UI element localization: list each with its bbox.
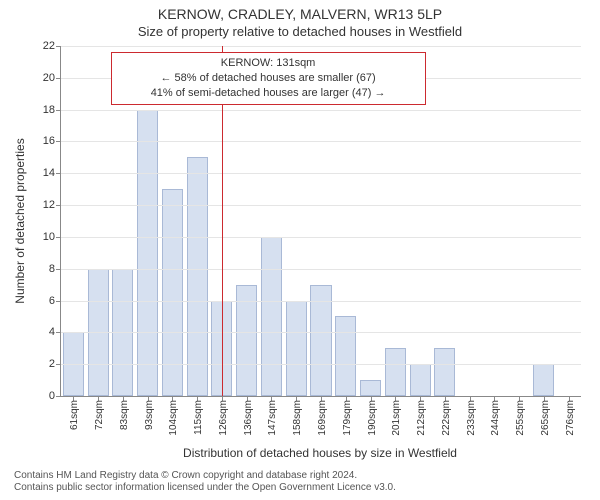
- bar: [261, 237, 282, 396]
- ytick-label: 20: [31, 72, 55, 84]
- chart-title-line2: Size of property relative to detached ho…: [0, 24, 600, 39]
- annotation-box: KERNOW: 131sqm← 58% of detached houses a…: [111, 52, 426, 105]
- xtick-label: 126sqm: [218, 400, 229, 436]
- gridline-h: [61, 269, 581, 270]
- ytick-label: 4: [31, 326, 55, 338]
- xtick-label: 158sqm: [292, 400, 303, 436]
- x-axis-label: Distribution of detached houses by size …: [60, 446, 580, 460]
- xtick-label: 83sqm: [119, 400, 130, 430]
- xtick-label: 233sqm: [466, 400, 477, 436]
- bar: [360, 380, 381, 396]
- ytick-mark: [56, 364, 61, 365]
- gridline-h: [61, 205, 581, 206]
- ytick-mark: [56, 269, 61, 270]
- xtick-label: 93sqm: [144, 400, 155, 430]
- gridline-h: [61, 46, 581, 47]
- xtick-label: 147sqm: [267, 400, 278, 436]
- bar: [187, 157, 208, 396]
- bar: [335, 316, 356, 396]
- xtick-label: 72sqm: [94, 400, 105, 430]
- ytick-label: 12: [31, 199, 55, 211]
- gridline-h: [61, 110, 581, 111]
- gridline-h: [61, 173, 581, 174]
- y-axis-label-wrap: Number of detached properties: [10, 46, 24, 396]
- ytick-mark: [56, 205, 61, 206]
- y-axis-label: Number of detached properties: [13, 51, 27, 391]
- chart-title-line1: KERNOW, CRADLEY, MALVERN, WR13 5LP: [0, 6, 600, 22]
- annotation-line3: 41% of semi-detached houses are larger (…: [120, 86, 417, 101]
- ytick-label: 18: [31, 104, 55, 116]
- chart-root: KERNOW, CRADLEY, MALVERN, WR13 5LP Size …: [0, 0, 600, 500]
- ytick-label: 2: [31, 358, 55, 370]
- credit-line: Contains public sector information licen…: [14, 482, 574, 494]
- xtick-label: 276sqm: [565, 400, 576, 436]
- bar: [385, 348, 406, 396]
- gridline-h: [61, 237, 581, 238]
- gridline-h: [61, 364, 581, 365]
- ytick-label: 8: [31, 263, 55, 275]
- ytick-mark: [56, 110, 61, 111]
- xtick-label: 104sqm: [168, 400, 179, 436]
- xtick-label: 115sqm: [193, 400, 204, 435]
- gridline-h: [61, 141, 581, 142]
- annotation-line2: ← 58% of detached houses are smaller (67…: [120, 71, 417, 86]
- xtick-label: 190sqm: [367, 400, 378, 436]
- xtick-label: 169sqm: [317, 400, 328, 436]
- ytick-mark: [56, 237, 61, 238]
- xtick-label: 222sqm: [441, 400, 452, 436]
- gridline-h: [61, 332, 581, 333]
- plot-area: 024681012141618202261sqm72sqm83sqm93sqm1…: [60, 46, 581, 397]
- xtick-label: 212sqm: [416, 400, 427, 436]
- ytick-label: 14: [31, 167, 55, 179]
- bar: [533, 364, 554, 396]
- xtick-label: 265sqm: [540, 400, 551, 436]
- bar: [410, 364, 431, 396]
- data-credit: Contains HM Land Registry data © Crown c…: [14, 470, 574, 494]
- xtick-label: 61sqm: [69, 400, 80, 430]
- ytick-label: 6: [31, 295, 55, 307]
- ytick-label: 16: [31, 135, 55, 147]
- bar: [434, 348, 455, 396]
- ytick-label: 0: [31, 390, 55, 402]
- ytick-mark: [56, 173, 61, 174]
- credit-line: Contains HM Land Registry data © Crown c…: [14, 470, 574, 482]
- ytick-mark: [56, 301, 61, 302]
- ytick-mark: [56, 332, 61, 333]
- ytick-mark: [56, 78, 61, 79]
- ytick-label: 10: [31, 231, 55, 243]
- bar: [137, 110, 158, 396]
- annotation-line1: KERNOW: 131sqm: [120, 56, 417, 71]
- ytick-mark: [56, 141, 61, 142]
- ytick-mark: [56, 396, 61, 397]
- xtick-label: 136sqm: [243, 400, 254, 436]
- xtick-label: 201sqm: [391, 400, 402, 436]
- bar: [286, 301, 307, 396]
- ytick-label: 22: [31, 40, 55, 52]
- xtick-label: 255sqm: [515, 400, 526, 436]
- ytick-mark: [56, 46, 61, 47]
- gridline-h: [61, 301, 581, 302]
- xtick-label: 179sqm: [342, 400, 353, 436]
- xtick-label: 244sqm: [490, 400, 501, 436]
